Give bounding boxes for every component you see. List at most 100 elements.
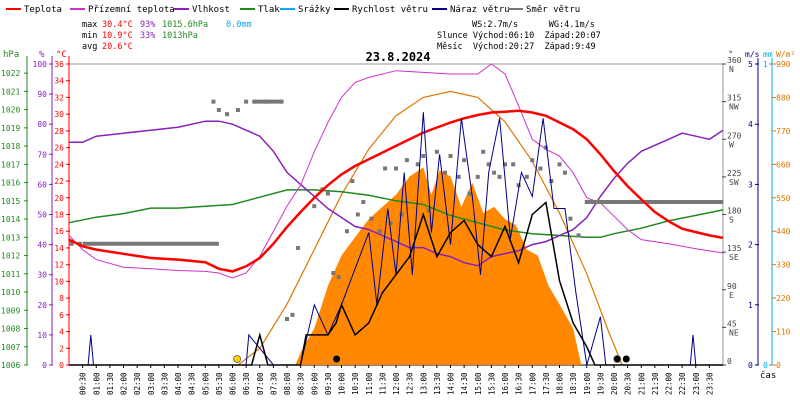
temp-tick-label: 32 — [54, 93, 64, 102]
wm-tick-label: 990 — [776, 60, 791, 69]
temp-tick-label: 18 — [54, 211, 64, 220]
wm-tick-label: 110 — [776, 328, 791, 337]
wind-speed-line — [69, 201, 723, 366]
dir-tick-label: 180 — [727, 207, 742, 216]
x-tick-label: 16:00 — [501, 372, 510, 395]
wind-direction-point — [325, 191, 330, 196]
wind-direction-point — [290, 312, 295, 317]
stat-max-label: max — [82, 20, 97, 30]
legend-label-naraz-vetru: Náraz větru — [450, 5, 510, 15]
hpa-tick-label: 1007 — [1, 343, 20, 352]
ms-tick-label: 2 — [748, 241, 753, 250]
pressure-line — [68, 189, 724, 239]
temp-tick-label: 8 — [59, 294, 64, 303]
hpa-tick-label: 1012 — [1, 252, 20, 261]
stat-max-press: 1015.6hPa — [162, 20, 208, 30]
wind-direction-point — [530, 158, 535, 163]
sun-marker — [233, 355, 242, 363]
hum-tick-label: 80 — [37, 120, 47, 129]
wind-direction-point — [475, 174, 480, 179]
wind-direction-point — [383, 166, 388, 171]
hpa-tick-label: 1008 — [1, 325, 20, 334]
mm-tick-label: 0 — [763, 361, 768, 370]
hpa-tick-label: 1015 — [1, 197, 20, 206]
stat-min-press: 1013hPa — [162, 31, 198, 41]
wind-direction-point — [211, 99, 216, 104]
wind-direction-point — [394, 166, 398, 171]
wind-direction-point — [434, 149, 439, 154]
dir-axis-unit: ° — [728, 50, 733, 60]
stat-avg-label: avg — [82, 42, 97, 52]
dir-tick-label: 45 — [727, 319, 737, 328]
x-tick-label: 08:00 — [283, 372, 292, 395]
x-tick-label: 05:30 — [215, 372, 224, 395]
x-tick-label: 15:30 — [487, 372, 496, 395]
wm-tick-label: 660 — [776, 160, 791, 169]
x-tick-label: 06:00 — [229, 372, 238, 395]
wm-tick-label: 0 — [776, 361, 781, 370]
x-tick-label: 09:30 — [324, 372, 333, 395]
wind-direction-point — [503, 162, 507, 167]
x-tick-label: 14:30 — [460, 372, 469, 395]
wm-tick-label: 880 — [776, 93, 791, 102]
mm-tick-label: 1 — [763, 60, 768, 69]
wind-direction-point — [225, 112, 230, 117]
stat-avg-temp: 20.6°C — [102, 42, 133, 52]
x-tick-label: 07:00 — [256, 372, 265, 395]
dir-cardinal-label: N — [729, 65, 734, 74]
x-tick-label: 07:30 — [269, 372, 278, 395]
dir-cardinal-label: S — [729, 216, 734, 225]
x-tick-label: 23:30 — [705, 372, 714, 395]
hum-tick-label: 50 — [37, 211, 47, 220]
dir-tick-label: 360 — [727, 56, 742, 65]
wind-direction-point — [557, 162, 562, 167]
x-tick-label: 18:30 — [569, 372, 578, 395]
dir-tick-label: 135 — [727, 244, 742, 253]
x-tick-label: 01:00 — [92, 372, 101, 395]
wind-direction-point — [462, 158, 467, 163]
mm-axis-unit: mm — [763, 50, 773, 59]
wind-direction-point — [361, 199, 366, 204]
temp-tick-label: 6 — [59, 311, 64, 320]
stat-min-temp: 10.9°C — [102, 31, 133, 41]
wind-direction-point — [336, 275, 341, 280]
sun-info: Slunce Východ:06:10 Západ:20:07 — [437, 31, 601, 41]
legend-label-smer-vetru: Směr větru — [526, 5, 580, 15]
wind-direction-point — [295, 245, 300, 250]
wind-direction-point — [486, 162, 491, 167]
x-tick-label: 08:30 — [297, 372, 306, 395]
hum-tick-label: 0 — [42, 361, 47, 370]
hum-tick-label: 20 — [37, 301, 47, 310]
x-tick-label: 01:30 — [106, 372, 115, 395]
x-tick-label: 15:00 — [474, 372, 483, 395]
wind-direction-point — [369, 216, 374, 221]
hpa-tick-label: 1014 — [1, 215, 20, 224]
dir-tick-label: 225 — [727, 169, 742, 178]
x-tick-label: 20:30 — [624, 372, 633, 395]
ms-axis-unit: m/s — [745, 50, 760, 59]
wm-axis-unit: W/m² — [776, 50, 795, 59]
wind-direction-point — [216, 107, 221, 112]
x-tick-label: 13:00 — [419, 372, 428, 395]
hum-axis-unit: % — [39, 50, 45, 60]
wind-direction-point — [415, 162, 420, 167]
temp-tick-label: 26 — [54, 144, 64, 153]
axes: 3634323028262422201816141210864201009080… — [1, 56, 791, 395]
dir-cardinal-label: NE — [729, 328, 739, 337]
x-tick-label: 04:00 — [174, 372, 183, 395]
x-tick-label: 21:30 — [651, 372, 660, 395]
hum-tick-label: 70 — [37, 150, 47, 159]
temperature-line — [68, 109, 724, 273]
wind-direction-point — [312, 204, 317, 209]
legend-label-teplota: Teplota — [24, 5, 62, 15]
x-tick-label: 22:00 — [665, 372, 674, 395]
x-tick-label: 16:30 — [515, 372, 524, 395]
x-tick-label: 14:00 — [447, 372, 456, 395]
legend: Teplota Přízemní teplota Vlhkost Tlak Sr… — [6, 5, 580, 15]
dir-cardinal-label: W — [729, 140, 734, 149]
wm-tick-label: 440 — [776, 227, 791, 236]
hum-tick-label: 40 — [37, 241, 47, 250]
wind-direction-point — [576, 233, 581, 238]
ms-tick-label: 3 — [748, 180, 753, 189]
